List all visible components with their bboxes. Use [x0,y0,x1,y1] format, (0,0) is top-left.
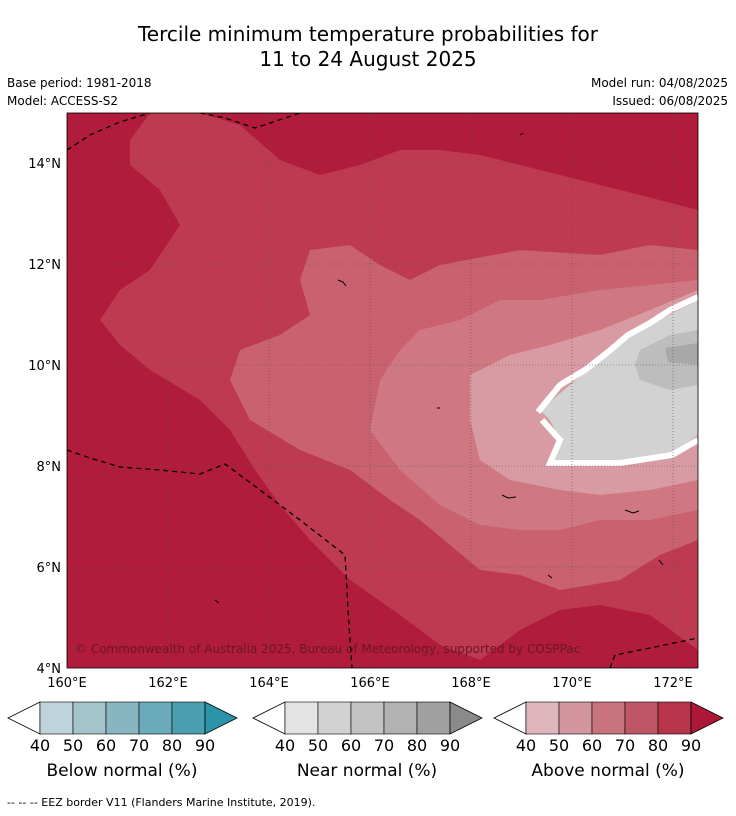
issued-date: Issued: 06/08/2025 [612,94,728,108]
islands [214,132,664,604]
colorbar-tick-label: 40 [30,736,50,755]
colorbar-title-below: Below normal (%) [46,761,198,781]
base-period: Base period: 1981-2018 [7,76,152,90]
lon-label: 160°E [47,676,87,691]
colorbar-near-normal: 40 50 60 70 80 90 [252,701,483,755]
colorbar-tick-label: 80 [407,736,427,755]
colorbar-segment [350,701,385,735]
lon-label: 164°E [249,676,289,691]
lon-label: 168°E [451,676,491,691]
colorbar-segment [558,701,593,735]
colorbar-tick-label: 80 [162,736,182,755]
metadata-left: Base period: 1981-2018 Model: ACCESS-S2 [7,74,152,110]
colorbar-segment [624,701,659,735]
colorbar-low-extend [493,701,527,735]
colorbar-segment [39,701,74,735]
colorbar-high-extend [449,701,483,735]
colorbar-tick-label: 70 [129,736,149,755]
model-run: Model run: 04/08/2025 [590,76,728,90]
colorbar-tick-label: 60 [341,736,361,755]
lat-label: 8°N [37,460,62,475]
colorbar-segment [591,701,626,735]
colorbar-tick-label: 90 [195,736,215,755]
lat-label: 10°N [28,359,61,374]
graticule [67,113,698,668]
eez-footnote: -- -- -- EEZ border V11 (Flanders Marine… [7,796,316,809]
colorbar-low-extend [7,701,41,735]
colorbar-tick-label: 70 [374,736,394,755]
lat-label: 6°N [37,561,62,576]
colorbar-tick-label: 40 [516,736,536,755]
colorbar-segment [525,701,560,735]
lon-label: 170°E [552,676,592,691]
title-line-2: 11 to 24 August 2025 [259,47,477,71]
colorbar-segment [138,701,173,735]
colorbar-tick-label: 90 [440,736,460,755]
lat-label: 4°N [37,662,62,677]
colorbar-tick-label: 60 [96,736,116,755]
colorbar-segment [657,701,692,735]
colorbar-segment [171,701,206,735]
contour-near-60 [635,330,698,390]
colorbar-segment [416,701,451,735]
plot-frame [66,112,699,669]
colorbar-tick-label: 50 [549,736,569,755]
near-normal-boundary [535,294,698,466]
lon-label: 166°E [350,676,390,691]
contour-layer [67,113,698,668]
lon-label: 162°E [148,676,188,691]
colorbar-segment [72,701,107,735]
latitude-labels: 14°N 12°N 10°N 8°N 6°N 4°N [28,157,61,677]
colorbar-above-normal: 40 50 60 70 80 90 [493,701,724,755]
title-line-1: Tercile minimum temperature probabilitie… [137,22,599,46]
copyright-notice: © Commonwealth of Australia 2025, Bureau… [75,642,580,656]
colorbar-tick-label: 40 [275,736,295,755]
lon-label: 172°E [653,676,693,691]
colorbar-tick-label: 70 [615,736,635,755]
colorbar-tick-label: 80 [648,736,668,755]
lat-label: 14°N [28,157,61,172]
colorbar-segment [317,701,352,735]
colorbar-high-extend [204,701,238,735]
colorbar-tick-label: 90 [681,736,701,755]
model-name: Model: ACCESS-S2 [7,94,119,108]
colorbar-below-normal: 40 50 60 70 80 90 [7,701,238,755]
eez-border-lines [67,113,698,668]
colorbar-title-above: Above normal (%) [531,761,685,781]
lat-label: 12°N [28,258,61,273]
colorbar-low-extend [252,701,286,735]
colorbar-high-extend [690,701,724,735]
colorbar-segment [105,701,140,735]
colorbar-tick-label: 50 [63,736,83,755]
colorbar-tick-label: 50 [308,736,328,755]
metadata-right: Model run: 04/08/2025 Issued: 06/08/2025 [591,74,728,110]
longitude-labels: 160°E 162°E 164°E 166°E 168°E 170°E 172°… [47,676,693,691]
map-title: Tercile minimum temperature probabilitie… [0,22,736,72]
colorbar-tick-label: 60 [582,736,602,755]
colorbar-segment [383,701,418,735]
colorbar-title-near: Near normal (%) [296,761,438,781]
colorbar-segment [284,701,319,735]
